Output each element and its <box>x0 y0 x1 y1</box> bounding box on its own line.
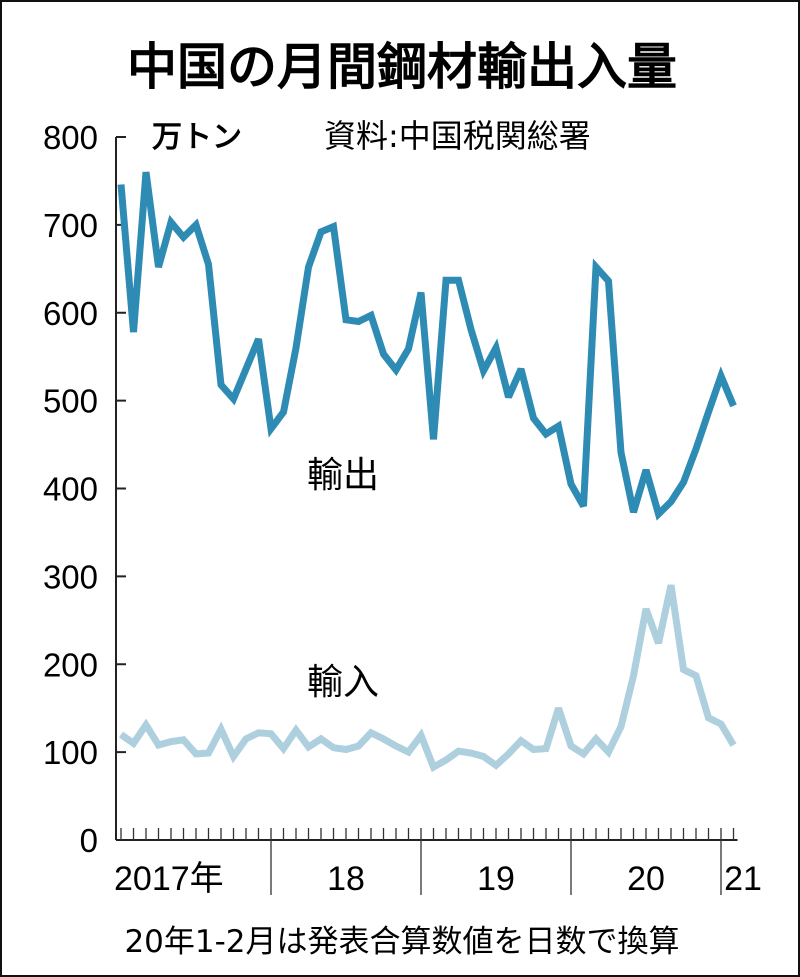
y-tick-label: 100 <box>43 734 98 771</box>
footnote: 20年1-2月は発表合算数値を日数で換算 <box>124 924 679 960</box>
y-tick-label: 200 <box>43 646 98 683</box>
x-year-label: 20 <box>627 860 665 898</box>
unit-label: 万トン <box>152 120 242 155</box>
y-tick-label: 400 <box>43 471 98 508</box>
x-year-label: 2017年 <box>114 860 224 898</box>
chart-title: 中国の月間鋼材輸出入量 <box>127 38 677 96</box>
y-tick-label: 0 <box>80 822 98 859</box>
y-tick-label: 700 <box>43 207 98 244</box>
series-label-import: 輸入 <box>307 662 379 703</box>
x-year-label: 21 <box>724 860 762 898</box>
y-tick-label: 500 <box>43 383 98 420</box>
y-tick-label: 800 <box>43 119 98 156</box>
source-label: 資料:中国税関総署 <box>324 117 591 155</box>
series-line-import <box>118 584 737 773</box>
x-year-label: 19 <box>477 860 515 898</box>
x-year-label: 18 <box>327 860 365 898</box>
y-tick-label: 600 <box>43 295 98 332</box>
y-tick-label: 300 <box>43 558 98 595</box>
series-label-export: 輸出 <box>307 455 379 496</box>
series-line-export <box>117 171 737 521</box>
